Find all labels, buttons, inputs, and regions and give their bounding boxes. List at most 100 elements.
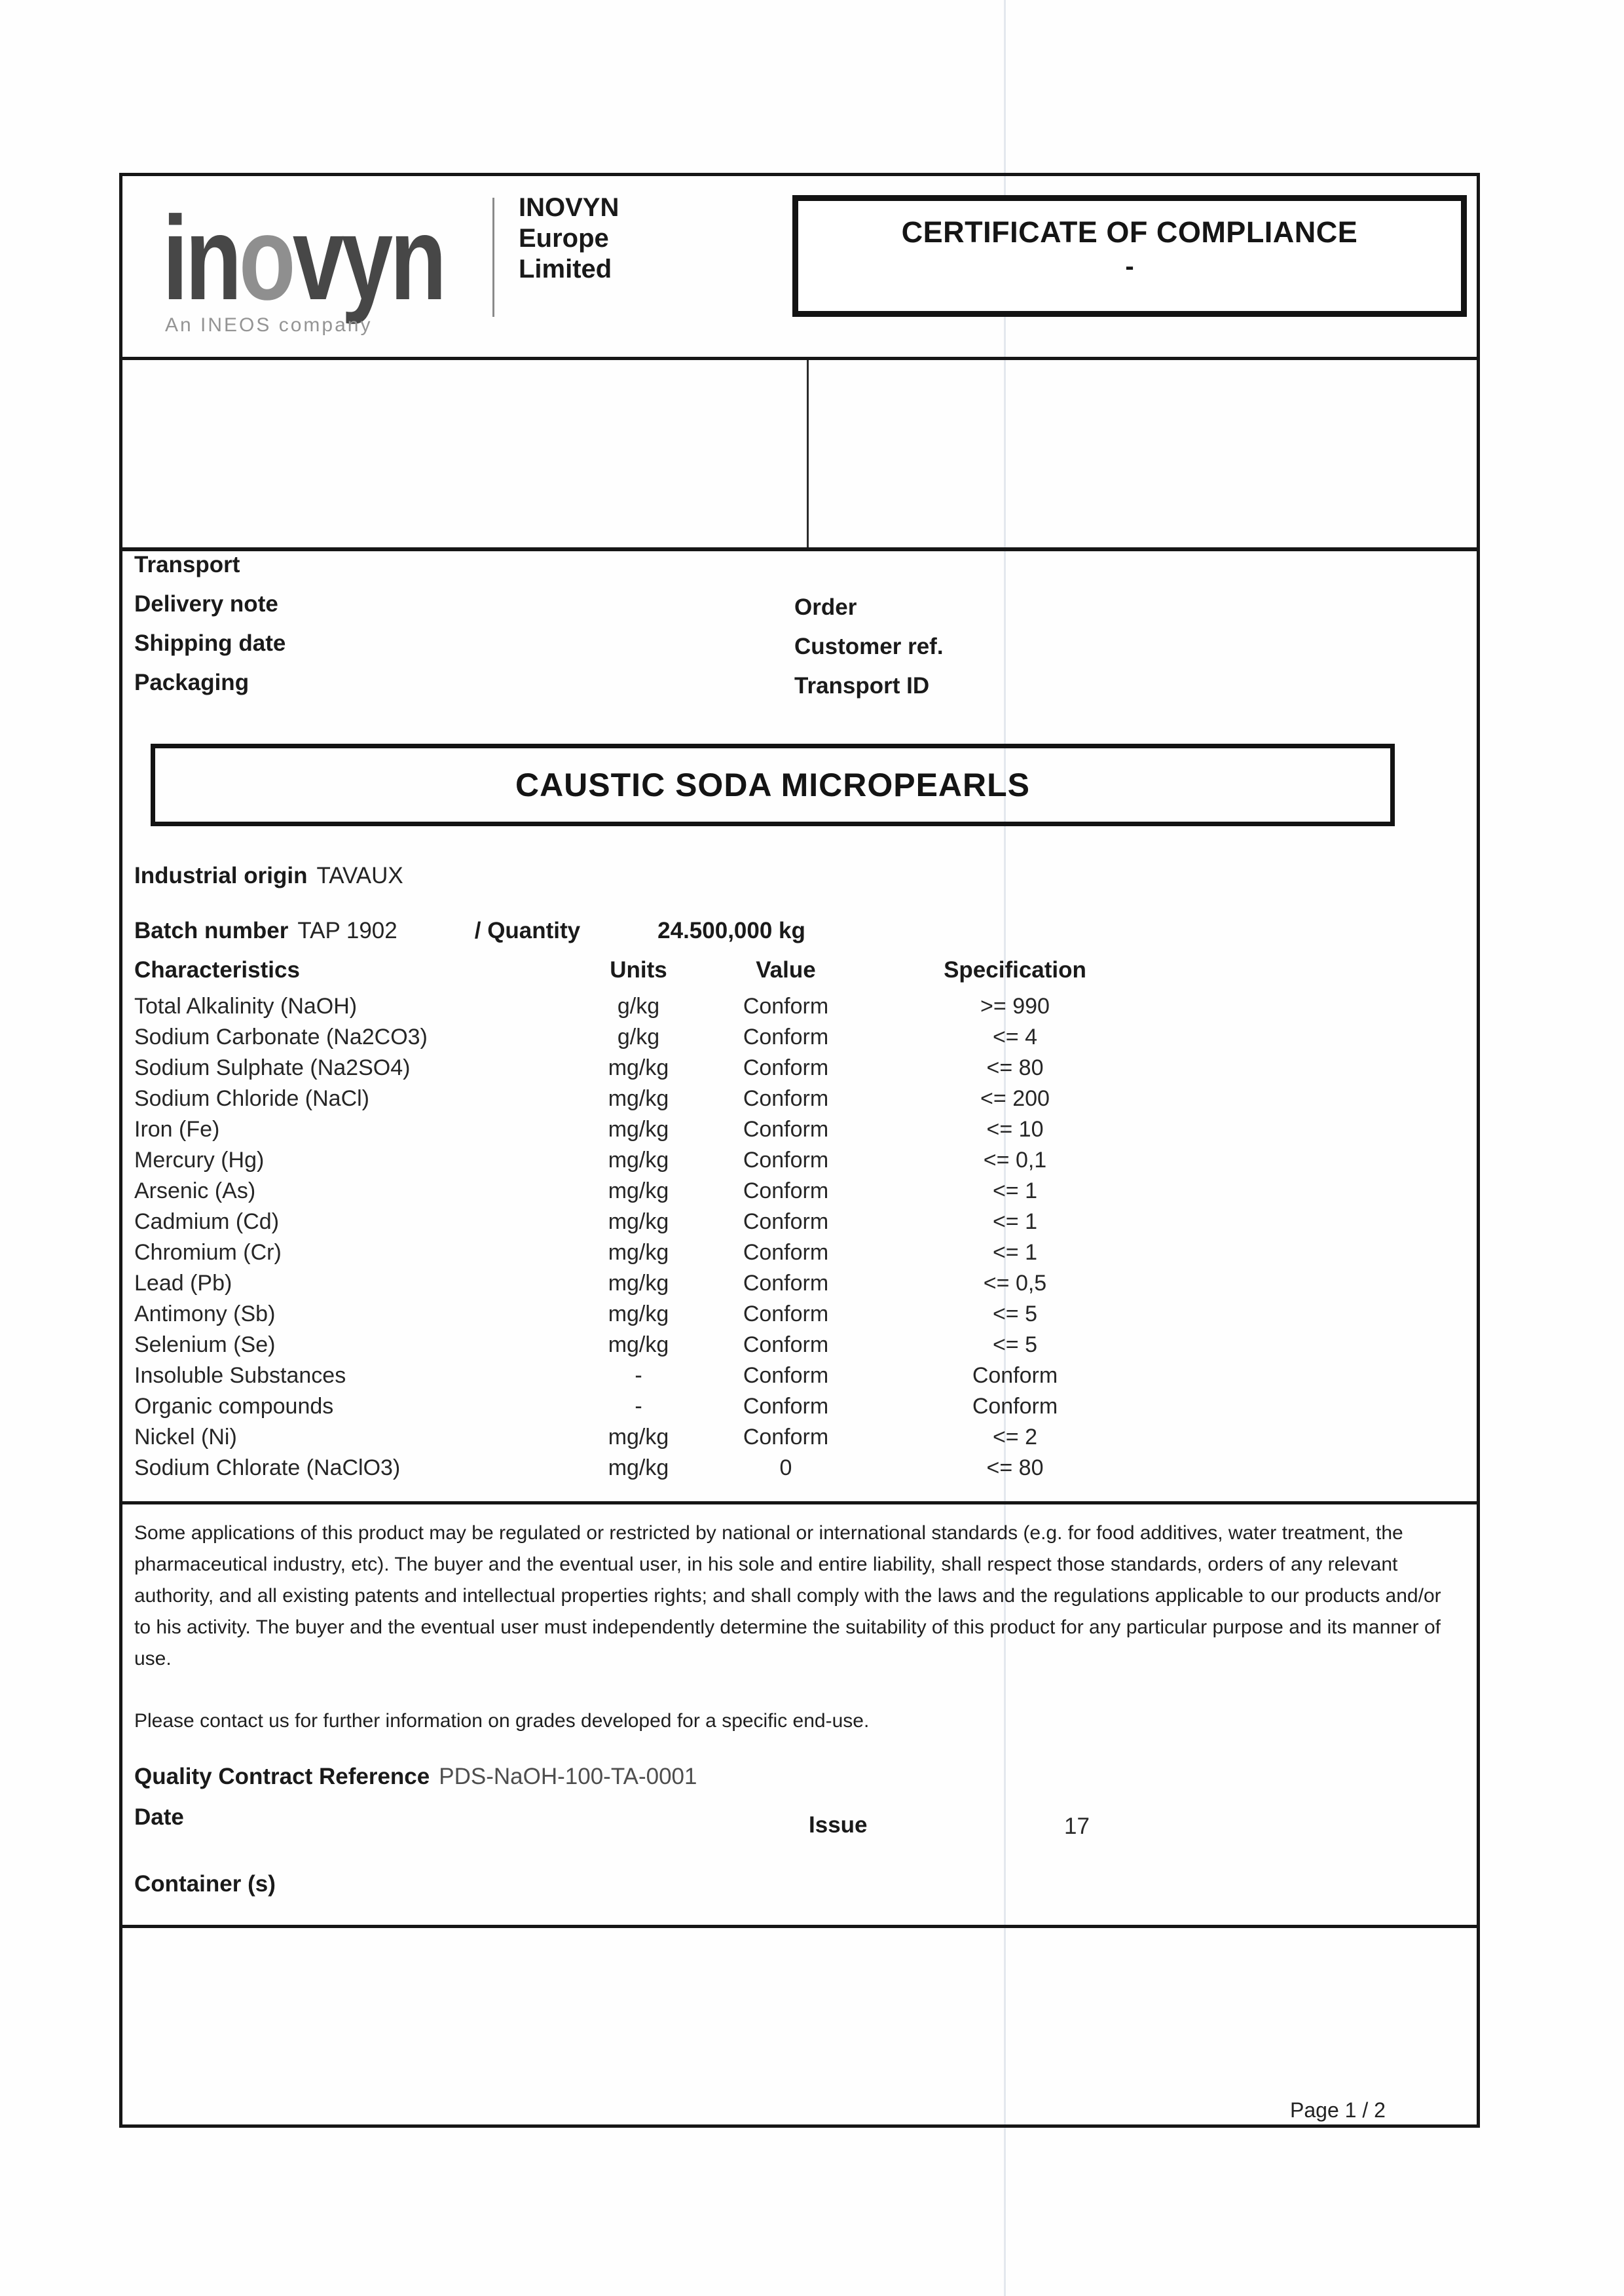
logo-tagline: An INEOS company: [165, 314, 373, 336]
certificate-subtitle-dash: -: [1125, 252, 1134, 281]
characteristic-cell: Sodium Chloride (NaCl): [134, 1086, 370, 1111]
customer-ref-label: Customer ref.: [794, 634, 944, 659]
units-cell: mg/kg: [608, 1425, 669, 1449]
logo-text-suffix: vyn: [292, 191, 447, 325]
characteristics-table: Characteristics Units Value Specificatio…: [134, 957, 1175, 1486]
packaging-label: Packaging: [134, 670, 249, 695]
address-area-divider: [807, 360, 809, 547]
characteristic-cell: Antimony (Sb): [134, 1302, 276, 1326]
issue-label: Issue: [809, 1812, 868, 1838]
company-name: INOVYN Europe Limited: [519, 192, 619, 285]
rule-under-address: [119, 547, 1480, 551]
specification-cell: <= 80: [986, 1055, 1044, 1080]
characteristics-table-header: Characteristics Units Value Specificatio…: [134, 957, 1175, 994]
table-row: Iron (Fe) mg/kg Conform <= 10: [134, 1117, 1175, 1148]
value-cell: Conform: [743, 1178, 829, 1203]
table-row: Arsenic (As) mg/kg Conform <= 1: [134, 1178, 1175, 1209]
value-cell: Conform: [743, 1148, 829, 1173]
units-cell: mg/kg: [608, 1055, 669, 1080]
units-cell: mg/kg: [608, 1332, 669, 1357]
logo-letter-o: o: [238, 191, 296, 325]
container-label: Container (s): [134, 1871, 276, 1897]
units-header: Units: [610, 957, 667, 983]
issue-value: 17: [1064, 1813, 1090, 1839]
value-cell: Conform: [743, 1025, 829, 1049]
specification-cell: <= 5: [992, 1332, 1038, 1357]
rule-under-table: [119, 1501, 1480, 1504]
characteristic-cell: Lead (Pb): [134, 1271, 232, 1296]
value-header: Value: [756, 957, 816, 983]
units-cell: mg/kg: [608, 1271, 669, 1296]
company-name-line: INOVYN: [519, 193, 619, 222]
characteristic-cell: Iron (Fe): [134, 1117, 220, 1142]
industrial-origin-row: Industrial origin TAVAUX: [134, 863, 403, 889]
product-title: CAUSTIC SODA MICROPEARLS: [515, 767, 1031, 803]
value-cell: Conform: [743, 1086, 829, 1111]
specification-cell: <= 1: [992, 1240, 1038, 1265]
product-title-box: CAUSTIC SODA MICROPEARLS: [151, 744, 1395, 826]
specification-cell: Conform: [972, 1363, 1058, 1388]
table-row: Lead (Pb) mg/kg Conform <= 0,5: [134, 1271, 1175, 1302]
units-cell: mg/kg: [608, 1148, 669, 1173]
value-cell: Conform: [743, 1271, 829, 1296]
table-row: Sodium Chlorate (NaClO3) mg/kg 0 <= 80: [134, 1455, 1175, 1486]
table-row: Organic compounds - Conform Conform: [134, 1394, 1175, 1425]
value-cell: Conform: [743, 1209, 829, 1234]
industrial-origin-value: TAVAUX: [316, 863, 403, 888]
table-row: Mercury (Hg) mg/kg Conform <= 0,1: [134, 1148, 1175, 1178]
specification-header: Specification: [944, 957, 1086, 983]
legal-paragraph: Some applications of this product may be…: [134, 1522, 1441, 1669]
characteristic-cell: Total Alkalinity (NaOH): [134, 994, 358, 1019]
specification-cell: <= 200: [980, 1086, 1050, 1111]
value-cell: Conform: [743, 1332, 829, 1357]
units-cell: -: [635, 1363, 642, 1388]
quality-contract-label: Quality Contract Reference: [134, 1764, 430, 1789]
characteristic-cell: Organic compounds: [134, 1394, 334, 1419]
company-name-line: Limited: [519, 255, 612, 283]
company-name-line: Europe: [519, 224, 609, 253]
value-cell: Conform: [743, 1302, 829, 1326]
quantity-value: 24.500,000 kg: [657, 918, 805, 943]
units-cell: mg/kg: [608, 1302, 669, 1326]
date-label: Date: [134, 1804, 184, 1830]
table-row: Nickel (Ni) mg/kg Conform <= 2: [134, 1425, 1175, 1455]
characteristic-cell: Chromium (Cr): [134, 1240, 282, 1265]
inovyn-logo: inovyn: [162, 198, 447, 318]
batch-quantity-row: Batch number TAP 1902 / Quantity 24.500,000…: [134, 918, 805, 944]
specification-cell: <= 2: [992, 1425, 1038, 1449]
value-cell: 0: [779, 1455, 792, 1480]
brand-divider: [492, 198, 494, 317]
order-label: Order: [794, 594, 857, 620]
units-cell: mg/kg: [608, 1455, 669, 1480]
units-cell: mg/kg: [608, 1086, 669, 1111]
value-cell: Conform: [743, 1117, 829, 1142]
characteristic-cell: Sodium Carbonate (Na2CO3): [134, 1025, 428, 1049]
certificate-title-box: CERTIFICATE OF COMPLIANCE -: [792, 195, 1467, 317]
table-row: Chromium (Cr) mg/kg Conform <= 1: [134, 1240, 1175, 1271]
units-cell: g/kg: [617, 994, 660, 1019]
specification-cell: >= 990: [980, 994, 1050, 1019]
industrial-origin-label: Industrial origin: [134, 863, 308, 888]
quality-contract-row: Quality Contract Reference PDS-NaOH-100-T…: [134, 1764, 697, 1790]
specification-cell: Conform: [972, 1394, 1058, 1419]
value-cell: Conform: [743, 1240, 829, 1265]
characteristic-cell: Insoluble Substances: [134, 1363, 346, 1388]
units-cell: mg/kg: [608, 1209, 669, 1234]
units-cell: mg/kg: [608, 1117, 669, 1142]
quantity-label: / Quantity: [474, 918, 581, 943]
value-cell: Conform: [743, 1394, 829, 1419]
characteristic-cell: Sodium Chlorate (NaClO3): [134, 1455, 401, 1480]
shipping-date-label: Shipping date: [134, 630, 286, 656]
specification-cell: <= 1: [992, 1209, 1038, 1234]
table-row: Selenium (Se) mg/kg Conform <= 5: [134, 1332, 1175, 1363]
characteristics-header: Characteristics: [134, 957, 300, 983]
value-cell: Conform: [743, 1055, 829, 1080]
characteristic-cell: Arsenic (As): [134, 1178, 256, 1203]
contact-note: Please contact us for further informatio…: [134, 1710, 870, 1732]
batch-number-value: TAP 1902: [297, 918, 397, 943]
certificate-title: CERTIFICATE OF COMPLIANCE: [901, 215, 1358, 249]
batch-number-label: Batch number: [134, 918, 289, 943]
page-number: Page 1 / 2: [1290, 2098, 1386, 2122]
specification-cell: <= 4: [992, 1025, 1038, 1049]
